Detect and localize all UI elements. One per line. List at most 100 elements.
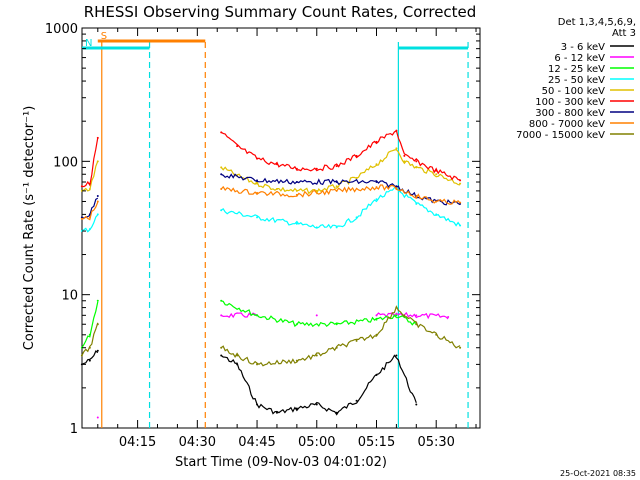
legend-header: Att 3	[612, 28, 636, 39]
data-point	[275, 188, 278, 191]
series-line	[81, 322, 99, 356]
data-point	[315, 354, 318, 357]
chart-title: RHESSI Observing Summary Count Rates, Co…	[84, 3, 477, 21]
data-point	[395, 354, 398, 357]
data-point	[415, 323, 418, 326]
series-line	[220, 129, 461, 181]
flag-label: S	[101, 31, 107, 42]
x-tick-label: 05:15	[358, 435, 395, 450]
data-point	[395, 129, 398, 132]
legend-label: 100 - 300 keV	[535, 97, 605, 108]
data-point	[459, 182, 462, 185]
data-point	[96, 416, 99, 419]
data-point	[375, 318, 378, 321]
data-point	[459, 346, 462, 349]
data-point	[335, 226, 338, 229]
data-point	[415, 194, 418, 197]
data-point	[295, 189, 298, 192]
data-point	[256, 363, 259, 366]
series-lines	[80, 129, 462, 419]
data-point	[335, 185, 338, 188]
data-point	[315, 314, 318, 317]
data-point	[256, 157, 259, 160]
y-tick-label: 1000	[45, 22, 78, 37]
x-tick-label: 05:00	[298, 435, 335, 450]
y-tick-label: 10	[61, 289, 78, 304]
data-point	[256, 182, 259, 185]
series-line	[81, 137, 99, 188]
data-point	[256, 403, 259, 406]
data-point	[435, 200, 438, 203]
data-point	[447, 315, 450, 318]
data-point	[375, 163, 378, 166]
data-point	[275, 163, 278, 166]
data-point	[415, 166, 418, 169]
series-line	[81, 201, 99, 221]
data-point	[96, 349, 99, 352]
legend-label: 6 - 12 keV	[554, 53, 605, 64]
legend-label: 300 - 800 keV	[535, 108, 605, 119]
data-point	[88, 182, 91, 185]
data-point	[335, 346, 338, 349]
data-point	[96, 136, 99, 139]
data-point	[335, 180, 338, 183]
data-point	[415, 202, 418, 205]
legend-label: 7000 - 15000 keV	[516, 130, 605, 141]
data-point	[335, 411, 338, 414]
data-point	[220, 173, 223, 176]
y-tick-label: 1	[70, 422, 78, 437]
data-point	[395, 187, 398, 190]
data-point	[415, 403, 418, 406]
data-point	[220, 166, 223, 169]
data-point	[375, 140, 378, 143]
legend-label: 3 - 6 keV	[561, 42, 605, 53]
data-point	[415, 160, 418, 163]
data-point	[355, 176, 358, 179]
legend-header: Det 1,3,4,5,6,9,	[558, 17, 636, 28]
data-point	[236, 145, 239, 148]
y-axis-label: Corrected Count Rate (s⁻¹ detector⁻¹)	[22, 106, 37, 351]
data-point	[256, 191, 259, 194]
data-point	[96, 160, 99, 163]
data-point	[459, 179, 462, 182]
data-point	[236, 363, 239, 366]
data-point	[80, 185, 83, 188]
data-point	[88, 359, 91, 362]
data-point	[88, 216, 91, 219]
legend-label: 12 - 25 keV	[548, 64, 605, 75]
data-point	[220, 131, 223, 134]
data-point	[335, 165, 338, 168]
data-point	[315, 403, 318, 406]
x-axis-label: Start Time (09-Nov-03 04:01:02)	[175, 455, 387, 470]
data-point	[256, 216, 259, 219]
data-point	[459, 201, 462, 204]
data-point	[459, 224, 462, 227]
series-line	[81, 301, 99, 349]
data-point	[395, 306, 398, 309]
data-point	[256, 179, 259, 182]
series-line	[221, 300, 417, 328]
data-point	[315, 226, 318, 229]
data-point	[375, 314, 378, 317]
series-line	[220, 149, 461, 195]
x-tick-label: 04:15	[119, 435, 156, 450]
x-tick-label: 04:30	[179, 435, 216, 450]
data-point	[275, 411, 278, 414]
data-point	[88, 333, 91, 336]
data-point	[375, 180, 378, 183]
data-point	[295, 180, 298, 183]
data-point	[220, 209, 223, 212]
data-point	[295, 222, 298, 225]
data-point	[395, 185, 398, 188]
data-point	[88, 346, 91, 349]
data-point	[435, 333, 438, 336]
data-point	[375, 186, 378, 189]
data-point	[395, 314, 398, 317]
legend-label: 50 - 100 keV	[542, 86, 606, 97]
marker-lines	[101, 42, 469, 428]
data-point	[295, 193, 298, 196]
data-point	[375, 373, 378, 376]
data-point	[80, 354, 83, 357]
data-point	[403, 154, 406, 157]
